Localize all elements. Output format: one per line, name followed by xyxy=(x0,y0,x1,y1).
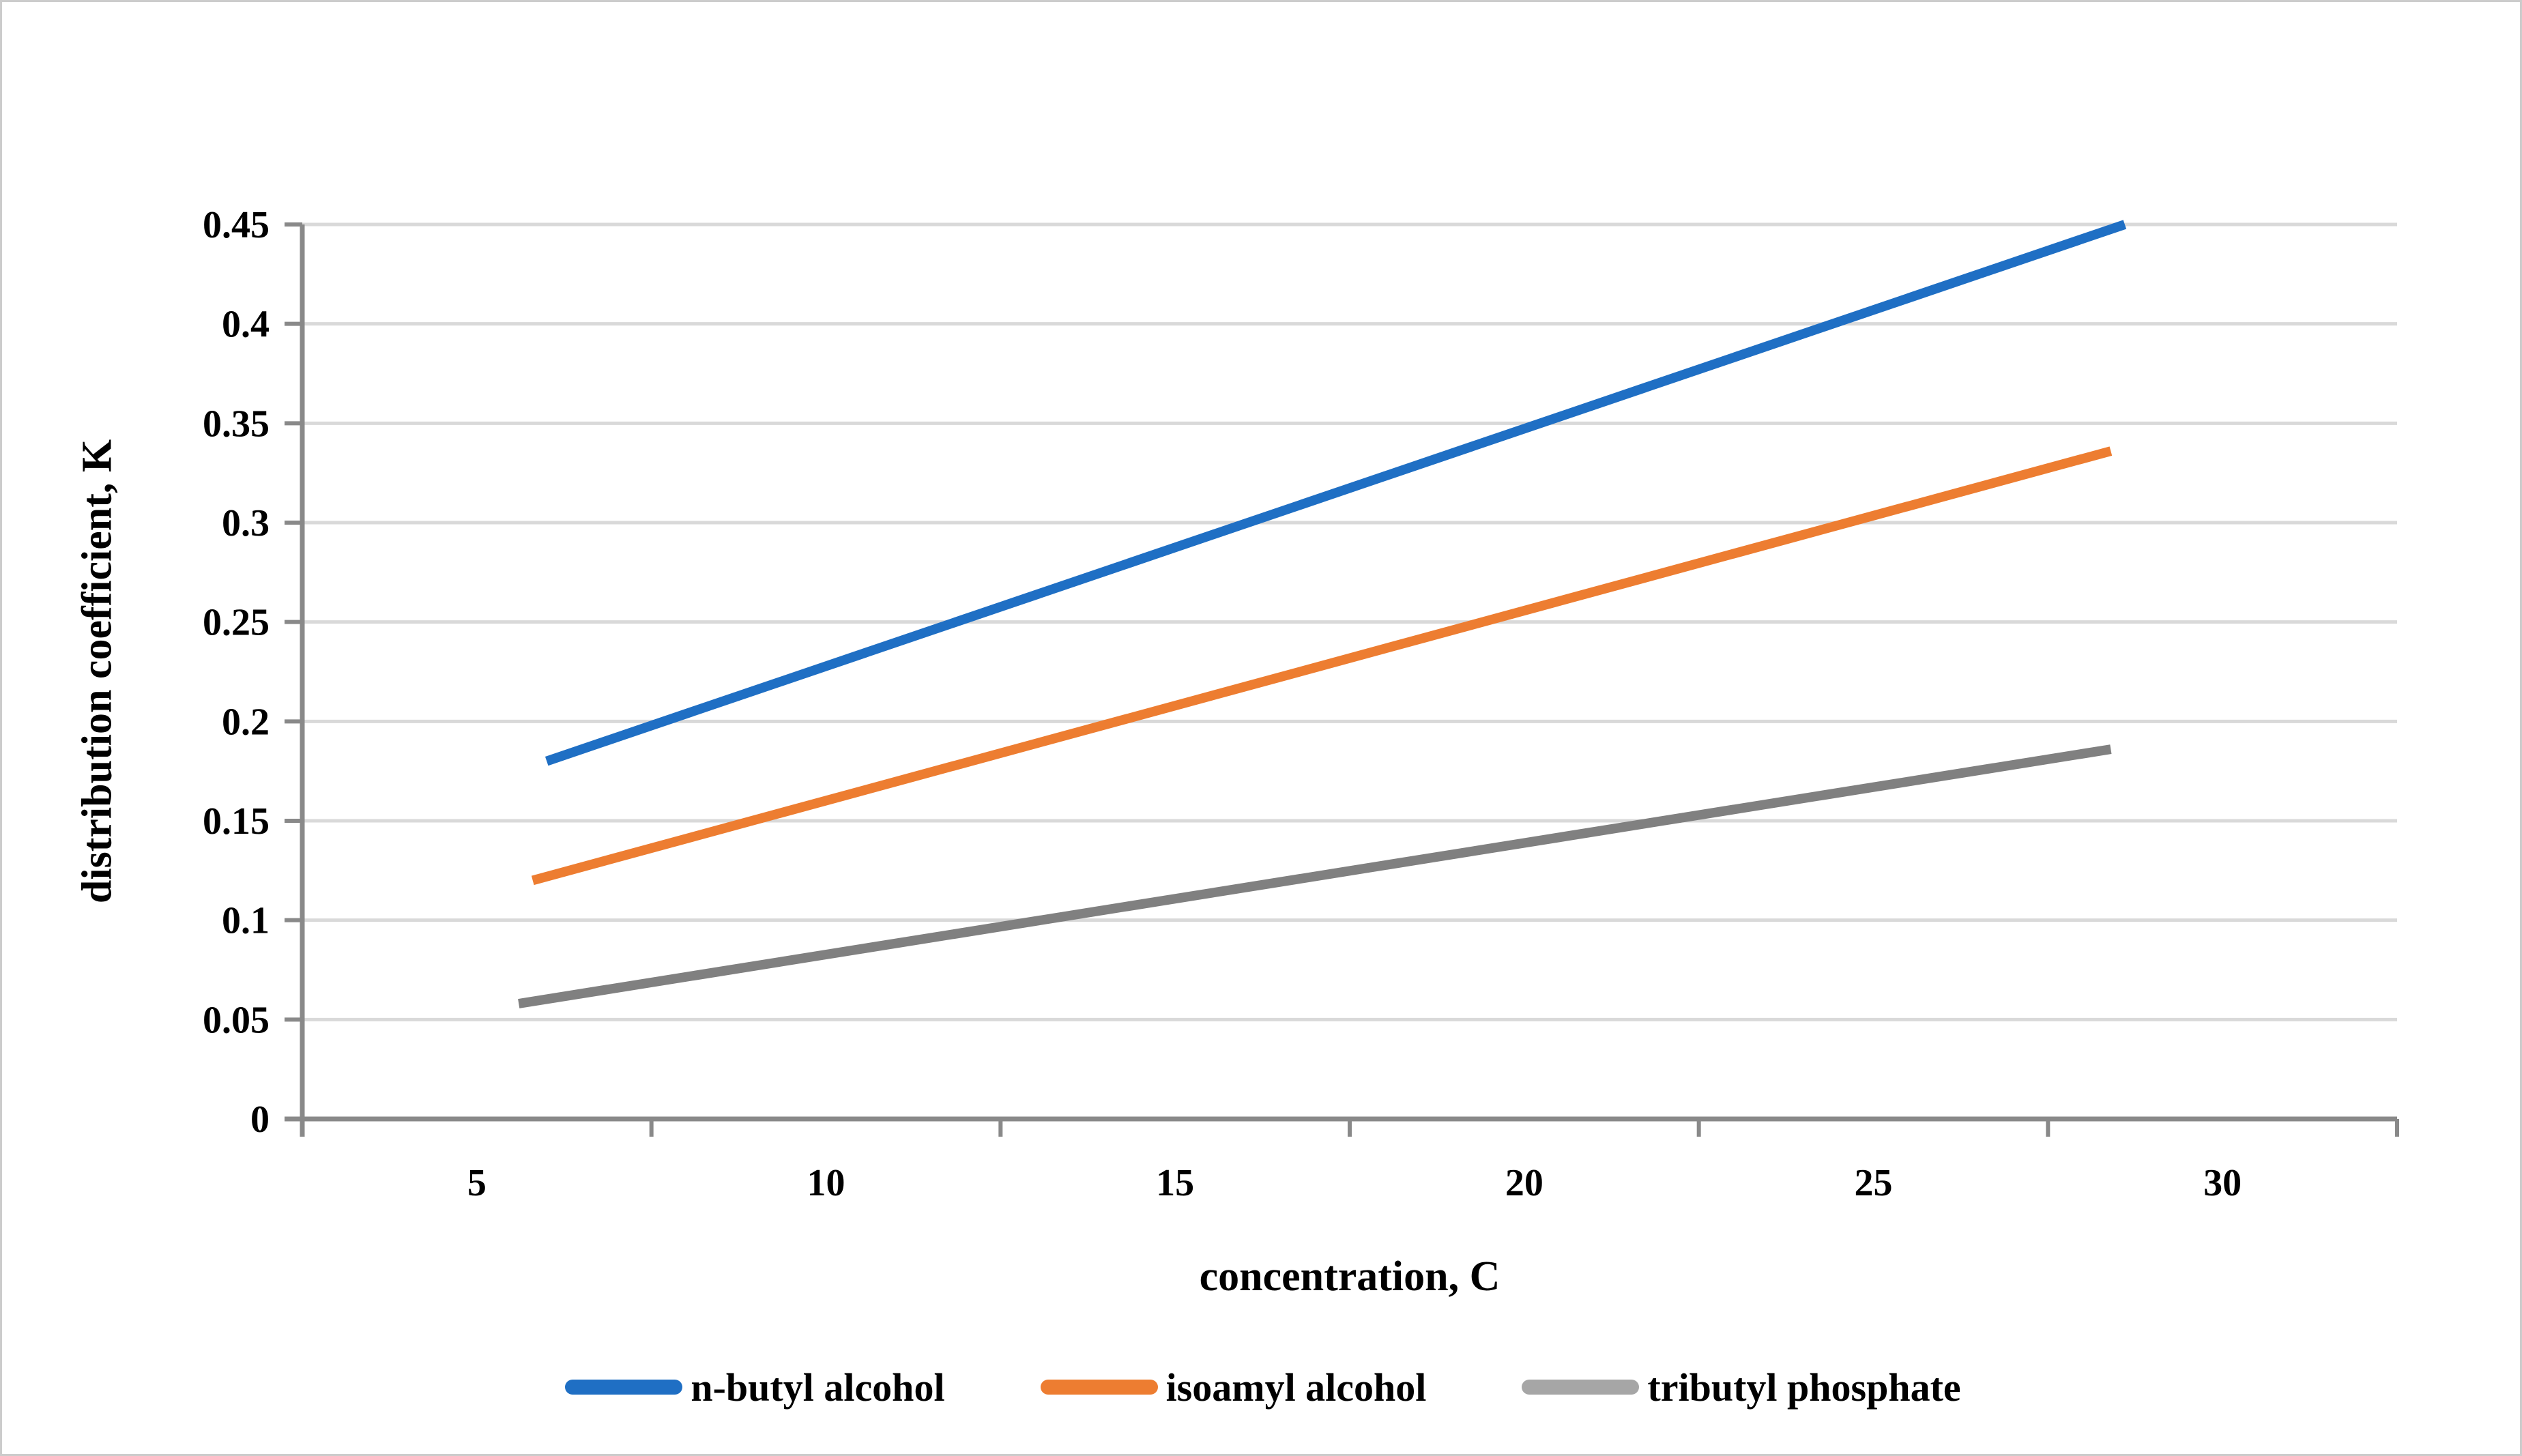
y-tick-label: 0 xyxy=(250,1098,270,1141)
legend-swatch-n-butyl-alcohol-icon xyxy=(565,1380,683,1395)
y-tick-label: 0.15 xyxy=(203,800,270,843)
series-line-1 xyxy=(531,446,2113,886)
y-tick-label: 0.35 xyxy=(203,403,270,445)
legend-item-n-butyl-alcohol: n-butyl alcohol xyxy=(565,1365,945,1410)
legend-swatch-tributyl-phosphate-icon xyxy=(1522,1380,1640,1395)
legend-item-isoamyl-alcohol: isoamyl alcohol xyxy=(1040,1365,1427,1410)
y-axis-title: distribution coefficient, K xyxy=(74,439,121,904)
series-line-2 xyxy=(518,744,2112,1008)
y-tick-label: 0.1 xyxy=(222,900,270,942)
y-tick-label: 0.3 xyxy=(222,502,270,544)
y-tick-label: 0.2 xyxy=(222,701,270,743)
x-tick-label: 30 xyxy=(2203,1162,2242,1204)
y-tick-label: 0.4 xyxy=(222,304,270,346)
x-axis-title: concentration, C xyxy=(1199,1253,1501,1300)
x-tick-label: 20 xyxy=(1505,1162,1543,1204)
series-line-0 xyxy=(545,220,2127,766)
y-tick-label: 0.25 xyxy=(203,602,270,644)
x-tick-label: 15 xyxy=(1156,1162,1194,1204)
x-tick-label: 10 xyxy=(807,1162,845,1204)
x-tick-label: 5 xyxy=(467,1162,487,1204)
legend-label: isoamyl alcohol xyxy=(1165,1365,1427,1410)
legend-label: n-butyl alcohol xyxy=(691,1365,945,1410)
legend: n-butyl alcohol isoamyl alcohol tributyl… xyxy=(2,1356,2520,1418)
y-tick-label: 0.05 xyxy=(203,999,270,1041)
y-tick-label: 0.45 xyxy=(203,204,270,246)
legend-swatch-isoamyl-alcohol-icon xyxy=(1040,1380,1158,1395)
legend-label: tributyl phosphate xyxy=(1647,1365,1961,1410)
x-tick-label: 25 xyxy=(1855,1162,1893,1204)
legend-item-tributyl-phosphate: tributyl phosphate xyxy=(1522,1365,1961,1410)
